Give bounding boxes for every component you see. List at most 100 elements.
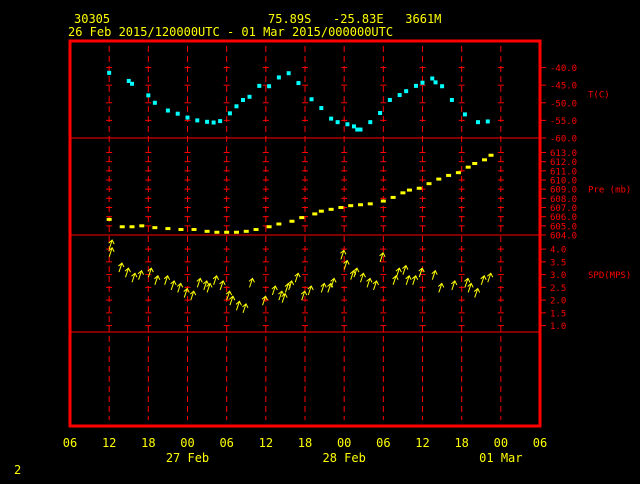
- pressure-point: [436, 177, 442, 181]
- temperature-point: [107, 70, 112, 75]
- pressure-point: [224, 230, 230, 234]
- x-tick-label: 18: [141, 436, 155, 450]
- wind-arrow-head: [176, 282, 184, 288]
- pressure-point: [465, 165, 471, 169]
- wind-arrow: [392, 275, 399, 285]
- x-tick-label: 06: [533, 436, 547, 450]
- pressure-point: [380, 199, 386, 203]
- temperature-point: [433, 80, 438, 85]
- wind-arrow: [235, 300, 242, 311]
- y-tick-label: 606.0: [550, 213, 577, 223]
- wind-arrow: [212, 275, 220, 285]
- wind-arrow-head: [418, 267, 425, 273]
- panel-separators: [70, 137, 540, 333]
- wind-arrow-head: [320, 282, 327, 288]
- wind-arrow-head: [118, 262, 125, 268]
- pressure-point: [488, 153, 494, 157]
- pressure-point: [482, 158, 488, 162]
- wind-arrow-shaft: [164, 275, 169, 285]
- wind-arrow: [108, 246, 115, 257]
- wind-arrow-shaft: [412, 275, 417, 285]
- y-tick-label: 2.0: [550, 297, 566, 307]
- y-tick-label: -45.0: [550, 82, 577, 92]
- pressure-point: [139, 224, 145, 228]
- wind-arrow: [137, 269, 144, 280]
- wind-arrow-shaft: [474, 288, 479, 298]
- wind-arrow-head: [359, 272, 366, 278]
- temperature-point: [358, 127, 363, 132]
- wind-arrow: [131, 272, 138, 283]
- wind-arrow-head: [464, 277, 471, 283]
- wind-arrow-shaft: [203, 280, 208, 291]
- wind-arrow: [118, 262, 125, 273]
- wind-arrow-head: [271, 285, 278, 291]
- x-tick-label: 18: [298, 436, 312, 450]
- pressure-point: [119, 225, 125, 229]
- wind-arrow-head: [206, 282, 213, 288]
- wind-arrow-shaft: [294, 273, 299, 283]
- y-tick-label: 604.0: [550, 232, 577, 242]
- temperature-point: [130, 81, 135, 86]
- pressure-point: [152, 226, 158, 230]
- y-tick-label: -55.0: [550, 117, 577, 127]
- wind-arrow-shaft: [281, 293, 286, 303]
- temperature-point: [152, 100, 157, 105]
- wind-arrow-shaft: [366, 278, 371, 288]
- wind-arrow-shaft: [343, 260, 348, 270]
- temperature-point: [126, 78, 131, 83]
- pressure-point: [426, 182, 432, 186]
- y-tick-label: -60.0: [550, 135, 577, 145]
- date-label: 01 Mar: [479, 451, 522, 465]
- wind-arrow-head: [248, 277, 255, 283]
- temperature-point: [413, 83, 418, 88]
- pressure-point: [191, 228, 197, 231]
- wind-arrow-head: [437, 282, 445, 288]
- temperature-point: [462, 112, 467, 117]
- temperature-point: [351, 124, 356, 129]
- pressure-point: [299, 216, 305, 220]
- wind-arrow-shaft: [350, 270, 355, 280]
- wind-arrow: [281, 292, 288, 303]
- x-tick-label: 06: [219, 436, 233, 450]
- temperature-point: [146, 93, 151, 98]
- wind-arrow: [278, 290, 285, 301]
- wind-arrow-head: [402, 264, 409, 270]
- wind-arrow-head: [480, 275, 487, 281]
- pressure-point: [328, 207, 334, 211]
- wind-arrow-head: [467, 282, 474, 288]
- wind-arrow-shaft: [379, 252, 384, 263]
- wind-arrow-head: [307, 285, 314, 291]
- pressure-point: [233, 230, 239, 234]
- temperature-point: [267, 84, 272, 89]
- wind-arrow: [473, 287, 481, 298]
- wind-arrow-head: [108, 239, 115, 245]
- wind-arrow-shaft: [284, 283, 289, 293]
- wind-arrow: [202, 280, 210, 291]
- wind-arrow: [287, 280, 295, 291]
- wind-arrow: [359, 272, 366, 283]
- y-axis-ticks: -40.0-45.0-50.0-55.0-60.0T(C)604.0605.06…: [540, 64, 631, 332]
- pressure-point: [289, 219, 295, 223]
- wind-arrow-head: [170, 280, 177, 286]
- wind-axis-label: SPD(MPS): [588, 271, 631, 281]
- wind-arrow: [467, 282, 474, 293]
- wind-arrow: [242, 303, 249, 314]
- wind-arrow: [219, 280, 226, 291]
- wind-arrow: [183, 287, 190, 298]
- x-tick-label: 00: [337, 436, 351, 450]
- wind-arrow-shaft: [353, 268, 358, 278]
- x-tick-label: 00: [180, 436, 194, 450]
- temperature-point: [404, 89, 409, 94]
- wind-arrow-shaft: [487, 273, 492, 283]
- wind-arrow-head: [196, 277, 203, 283]
- wind-arrow-shaft: [330, 278, 335, 288]
- pressure-point: [243, 229, 249, 233]
- wind-arrow-head: [379, 252, 386, 258]
- temperature-point: [286, 71, 291, 76]
- wind-arrow-shaft: [271, 285, 276, 296]
- wind-arrow-head: [219, 280, 226, 286]
- pressure-point: [204, 229, 210, 233]
- pressure-point: [455, 171, 461, 175]
- wind-arrow-head: [229, 295, 236, 301]
- wind-arrow-head: [137, 269, 144, 275]
